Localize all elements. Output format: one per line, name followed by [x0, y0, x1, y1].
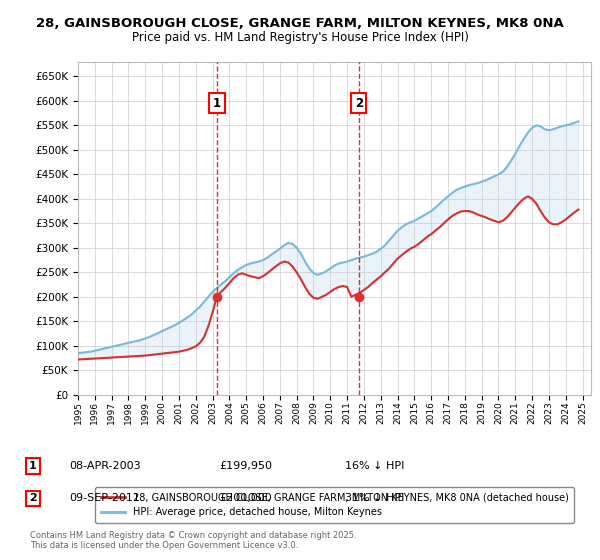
Text: 2: 2 [355, 97, 363, 110]
Text: 16% ↓ HPI: 16% ↓ HPI [345, 461, 404, 471]
Text: £200,000: £200,000 [219, 493, 272, 503]
Text: 1: 1 [29, 461, 37, 471]
Text: 31% ↓ HPI: 31% ↓ HPI [345, 493, 404, 503]
Text: 09-SEP-2011: 09-SEP-2011 [69, 493, 140, 503]
Text: £199,950: £199,950 [219, 461, 272, 471]
Text: Price paid vs. HM Land Registry's House Price Index (HPI): Price paid vs. HM Land Registry's House … [131, 31, 469, 44]
Text: 1: 1 [213, 97, 221, 110]
Text: 08-APR-2003: 08-APR-2003 [69, 461, 140, 471]
Legend: 28, GAINSBOROUGH CLOSE, GRANGE FARM, MILTON KEYNES, MK8 0NA (detached house), HP: 28, GAINSBOROUGH CLOSE, GRANGE FARM, MIL… [95, 487, 574, 523]
Text: 28, GAINSBOROUGH CLOSE, GRANGE FARM, MILTON KEYNES, MK8 0NA: 28, GAINSBOROUGH CLOSE, GRANGE FARM, MIL… [36, 17, 564, 30]
Text: 2: 2 [29, 493, 37, 503]
Text: Contains HM Land Registry data © Crown copyright and database right 2025.
This d: Contains HM Land Registry data © Crown c… [30, 530, 356, 550]
